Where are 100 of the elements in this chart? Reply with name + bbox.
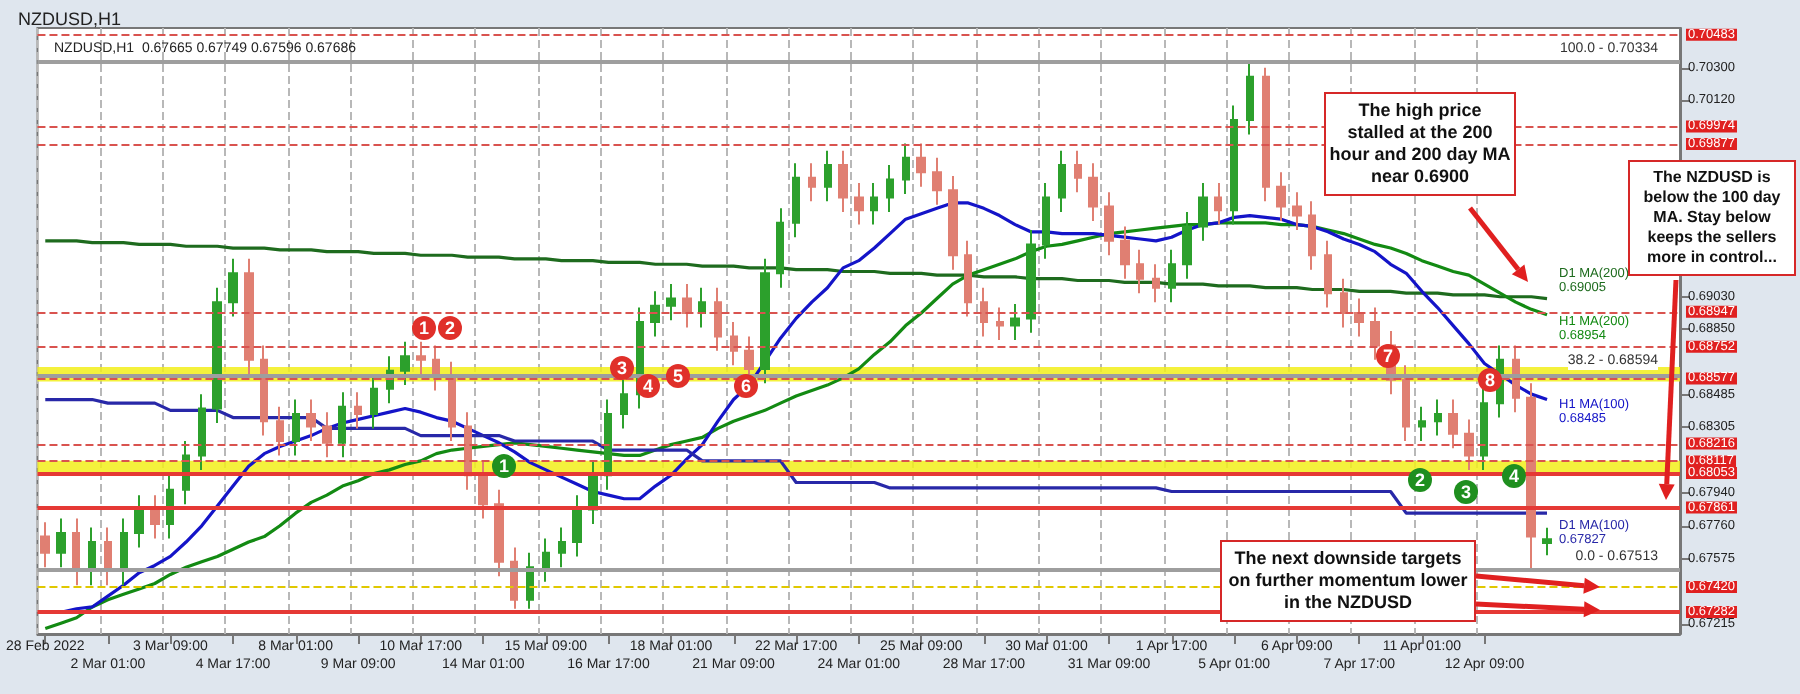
candlestick: [72, 517, 80, 587]
candlestick: [1010, 302, 1020, 342]
candlestick: [478, 459, 488, 520]
candlestick: [1246, 60, 1254, 136]
candlestick: [56, 517, 66, 569]
candlestick: [1308, 200, 1316, 271]
candlestick: [838, 149, 848, 213]
candlestick: [354, 391, 362, 430]
candlestick: [1262, 66, 1270, 203]
candlestick: [620, 378, 628, 430]
candlestick: [432, 344, 440, 392]
candlestick: [542, 537, 550, 583]
candlestick: [338, 391, 346, 459]
candlestick: [134, 494, 144, 549]
candlestick: [448, 360, 456, 443]
candlestick: [792, 162, 800, 239]
candlestick: [1088, 162, 1098, 222]
candlestick: [88, 526, 96, 587]
candlestick: [1542, 526, 1552, 557]
annotation: 4: [1502, 464, 1526, 488]
candlestick: [808, 162, 816, 203]
candlestick: [322, 411, 332, 459]
annotation: 8: [1478, 368, 1502, 392]
candlestick: [854, 182, 864, 226]
candlestick: [1182, 210, 1192, 280]
candlestick: [306, 398, 316, 443]
candlestick: [212, 286, 222, 424]
candlestick: [1324, 239, 1332, 309]
candlestick: [964, 239, 972, 318]
candlestick: [1370, 306, 1380, 361]
candlestick: [886, 164, 894, 213]
candlestick: [1340, 277, 1348, 329]
annotation: 6: [734, 374, 758, 398]
candlestick: [1074, 149, 1082, 194]
candlestick: [1214, 182, 1222, 226]
candlestick: [1120, 225, 1130, 280]
candlestick: [244, 257, 254, 376]
candlestick: [1058, 149, 1066, 213]
candlestick: [682, 283, 692, 329]
candlestick: [698, 286, 706, 329]
line-series: [43, 397, 1549, 515]
annotation: 3: [610, 356, 634, 380]
candlestick: [166, 474, 174, 540]
candlestick: [996, 306, 1004, 342]
candlestick: [198, 393, 206, 471]
candlestick: [1276, 171, 1286, 222]
candlestick: [1042, 182, 1050, 260]
candlestick: [870, 182, 878, 226]
candlestick: [1480, 387, 1488, 471]
candlestick: [1136, 248, 1144, 295]
annotation: 5: [666, 364, 690, 388]
annotation: 4: [636, 374, 660, 398]
candlestick: [40, 521, 50, 569]
annotation: The NZDUSD is below the 100 day MA. Stay below keeps the sellers more in control...: [1628, 160, 1796, 276]
candlestick: [416, 340, 426, 376]
candlestick: [572, 494, 582, 558]
candlestick: [370, 373, 378, 430]
candlestick: [1104, 191, 1114, 257]
candlestick: [650, 290, 660, 338]
candlestick: [666, 283, 676, 322]
annotation: 1: [492, 454, 516, 478]
candlestick: [120, 517, 128, 587]
candlestick: [760, 257, 770, 385]
candlestick: [980, 286, 988, 338]
candlestick: [1418, 405, 1426, 443]
annotation: 1: [412, 316, 436, 340]
candlestick: [824, 149, 832, 203]
candlestick: [150, 494, 160, 540]
candlestick: [1402, 364, 1410, 443]
candlestick: [558, 526, 566, 569]
chart-title: NZDUSD,H1: [18, 9, 122, 29]
candlestick: [292, 398, 300, 457]
candlestick: [104, 526, 112, 587]
candlestick: [1168, 248, 1176, 304]
candlestick: [1354, 297, 1364, 338]
candlestick: [714, 286, 722, 352]
candlestick: [932, 156, 942, 206]
candlestick: [1198, 182, 1208, 242]
candlestick: [1230, 104, 1238, 226]
candlestick: [260, 344, 268, 437]
candlestick: [400, 340, 410, 387]
candlestick: [464, 411, 472, 491]
candlestick: [948, 174, 958, 271]
candlestick: [776, 207, 784, 289]
candlestick: [1026, 229, 1036, 334]
candlestick: [902, 142, 910, 195]
candlestick: [916, 142, 926, 188]
candlestick: [1152, 263, 1160, 304]
annotation: 2: [1408, 468, 1432, 492]
annotation: 7: [1376, 344, 1400, 368]
candlestick: [276, 405, 284, 457]
candlestick: [604, 398, 612, 491]
candlestick: [1434, 398, 1442, 437]
annotation: The next downside targets on further momentum lower in the NZDUSD: [1220, 540, 1476, 622]
candlestick: [1464, 418, 1474, 471]
annotation: The high price stalled at the 200 hour and 200 day MA near 0.6900: [1324, 92, 1516, 196]
line-series: [43, 239, 1549, 301]
candlestick: [730, 320, 738, 367]
candlestick: [1448, 398, 1458, 450]
annotation: 2: [438, 316, 462, 340]
